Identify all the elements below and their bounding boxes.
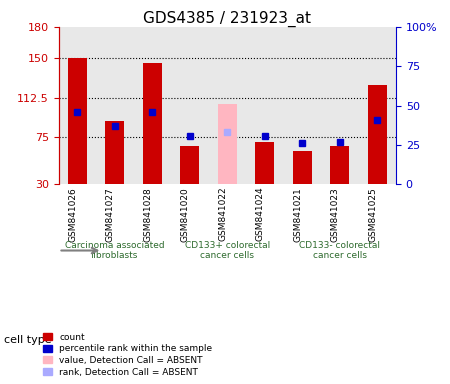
Bar: [68, 58, 86, 184]
Text: GSM841023: GSM841023: [331, 187, 340, 242]
Text: GSM841024: GSM841024: [256, 187, 265, 242]
Bar: [256, 142, 274, 184]
Legend: count, percentile rank within the sample, value, Detection Call = ABSENT, rank, : count, percentile rank within the sample…: [40, 330, 215, 379]
Text: GSM841027: GSM841027: [106, 187, 115, 242]
Text: cell type: cell type: [4, 335, 52, 345]
Text: GSM841026: GSM841026: [68, 187, 77, 242]
Title: GDS4385 / 231923_at: GDS4385 / 231923_at: [143, 11, 311, 27]
Text: CD133- colorectal
cancer cells: CD133- colorectal cancer cells: [299, 241, 380, 260]
Text: GSM841028: GSM841028: [143, 187, 152, 242]
Bar: [368, 84, 387, 184]
Text: CD133+ colorectal
cancer cells: CD133+ colorectal cancer cells: [184, 241, 270, 260]
Bar: [180, 146, 199, 184]
Text: GSM841021: GSM841021: [293, 187, 302, 242]
Bar: [218, 104, 237, 184]
Bar: [330, 146, 349, 184]
Text: Carcinoma associated
fibroblasts: Carcinoma associated fibroblasts: [65, 241, 165, 260]
Text: GSM841020: GSM841020: [181, 187, 190, 242]
Text: GSM841025: GSM841025: [368, 187, 377, 242]
Bar: [143, 63, 162, 184]
Text: GSM841022: GSM841022: [218, 187, 227, 242]
Bar: [105, 121, 124, 184]
Bar: [293, 151, 311, 184]
